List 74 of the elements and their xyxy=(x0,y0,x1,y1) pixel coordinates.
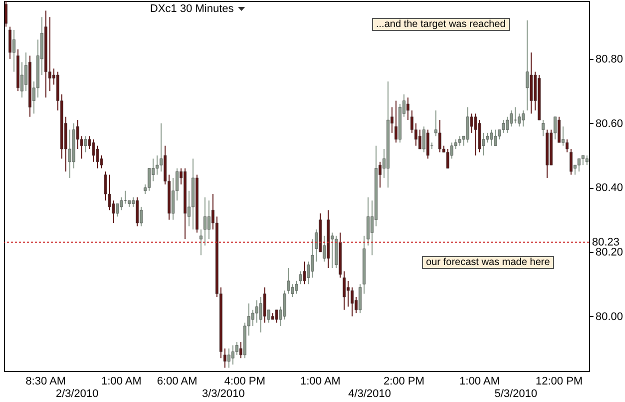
candlestick xyxy=(586,154,588,166)
candlestick xyxy=(124,190,127,204)
candlestick xyxy=(578,158,580,172)
candlestick xyxy=(227,348,230,368)
y-tick-label: 80.20 xyxy=(596,246,624,258)
candlestick xyxy=(283,290,286,320)
candlestick xyxy=(394,100,398,144)
candlestick xyxy=(438,120,442,153)
candlestick xyxy=(506,116,509,134)
candlestick xyxy=(526,20,529,111)
candlestick xyxy=(458,136,462,146)
x-tick-label: 2:00 PM xyxy=(383,376,424,388)
candlestick xyxy=(494,129,497,146)
candlestick xyxy=(446,148,450,169)
candlestick xyxy=(350,286,354,317)
candlestick xyxy=(406,97,410,121)
candlestick xyxy=(116,203,119,218)
x-tick-label: 1:00 AM xyxy=(459,376,500,388)
candlestick xyxy=(422,126,426,153)
candlestick xyxy=(92,138,95,162)
candlestick xyxy=(259,296,262,333)
candlestick xyxy=(200,228,202,256)
candlestick xyxy=(12,29,16,72)
candlestick xyxy=(342,270,346,310)
candlestick xyxy=(570,148,573,176)
y-tick-label: 80.00 xyxy=(596,310,624,323)
text: 3/3/2010 xyxy=(202,388,245,400)
x-tick-label: 12:00 PM xyxy=(536,376,583,388)
x-tick-label: 6:00 AM xyxy=(156,376,198,388)
candlestick xyxy=(502,120,505,134)
ref-line-label: 80.23 xyxy=(592,236,620,248)
candlestick xyxy=(108,174,111,211)
candlestick xyxy=(275,309,278,324)
candlestick xyxy=(8,26,12,60)
y-tick-label: 80.40 xyxy=(596,182,624,194)
candlestick xyxy=(514,106,517,124)
candlestick xyxy=(490,129,493,146)
candlestick xyxy=(310,238,314,278)
text: 5/3/2010 xyxy=(494,388,538,400)
candlestick xyxy=(582,154,584,166)
candlestick xyxy=(136,196,139,227)
candlestick xyxy=(522,110,525,127)
candlestick xyxy=(84,136,88,153)
candlestick xyxy=(120,196,123,211)
candlestick xyxy=(299,270,302,285)
candlestick xyxy=(295,280,298,294)
candlestick xyxy=(566,138,569,153)
candlestick xyxy=(4,0,8,28)
x-tick-label: 4:00 PM xyxy=(224,376,266,388)
y-tick-label: 80.60 xyxy=(596,118,624,130)
candlestick xyxy=(303,261,306,285)
candlestick xyxy=(558,116,561,144)
annotation: our forecast was made here xyxy=(422,256,554,269)
candlestick xyxy=(474,113,478,156)
candlestick xyxy=(291,284,294,298)
candlestick xyxy=(510,110,513,127)
candlestick xyxy=(208,200,210,240)
candlestick xyxy=(96,145,99,169)
candlestick xyxy=(287,268,290,294)
text: 2/3/2010 xyxy=(56,388,99,400)
candlestick xyxy=(426,129,430,160)
candlestick xyxy=(255,300,258,324)
text: 4/3/2010 xyxy=(348,388,392,400)
x-tick-label: 1:00 AM xyxy=(300,376,341,388)
candlestick xyxy=(466,106,470,144)
x-tick-label: 8:30 AM xyxy=(26,376,66,388)
annotation: ...and the target was reached xyxy=(372,18,510,31)
x-tick-label: 1:00 AM xyxy=(101,376,142,388)
y-tick-label: 80.80 xyxy=(596,53,624,66)
candlestick xyxy=(231,344,234,366)
candlestick xyxy=(204,196,206,246)
candlestick xyxy=(486,132,489,144)
chart-title: DXc1 30 Minutes xyxy=(150,3,234,15)
candlestick xyxy=(263,286,266,324)
